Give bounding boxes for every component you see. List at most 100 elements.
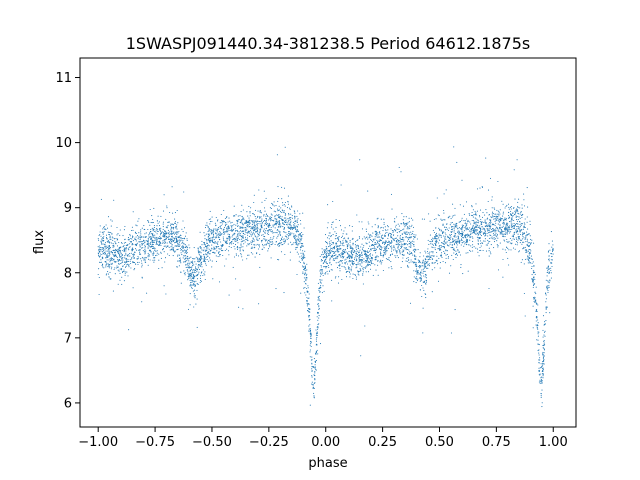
data-point: [356, 266, 358, 268]
data-point: [207, 244, 209, 246]
data-point: [241, 240, 243, 242]
data-point: [223, 209, 225, 212]
data-point: [225, 241, 227, 243]
data-point: [438, 235, 440, 237]
data-point: [322, 274, 324, 277]
data-point: [313, 396, 315, 398]
data-point: [135, 245, 138, 247]
data-point: [174, 250, 176, 252]
data-point: [119, 229, 121, 231]
data-point: [187, 270, 189, 272]
data-point: [194, 281, 196, 283]
data-point: [536, 327, 538, 329]
data-point: [194, 269, 196, 271]
data-point: [257, 231, 259, 233]
data-point: [375, 243, 377, 245]
data-point: [538, 367, 540, 369]
data-point: [340, 248, 342, 250]
data-point: [237, 255, 240, 257]
data-point: [319, 287, 321, 289]
data-point: [254, 256, 256, 258]
data-point: [128, 266, 130, 268]
data-point: [446, 228, 448, 230]
data-point: [434, 242, 436, 245]
data-point: [358, 274, 360, 276]
data-point: [311, 375, 313, 377]
data-point: [147, 246, 149, 248]
data-point: [243, 218, 245, 220]
data-point: [300, 257, 303, 259]
data-point: [519, 221, 521, 223]
data-point: [173, 250, 175, 252]
data-point: [328, 253, 330, 256]
data-point: [153, 251, 155, 253]
data-point: [166, 205, 168, 207]
data-point: [162, 235, 164, 237]
data-point: [332, 200, 334, 203]
data-point: [187, 263, 189, 265]
data-point: [436, 197, 438, 199]
data-point: [115, 267, 118, 269]
data-point: [100, 235, 102, 237]
data-point: [297, 210, 299, 212]
data-point: [366, 259, 368, 261]
data-point: [121, 254, 123, 256]
data-point: [189, 283, 191, 285]
data-point: [162, 242, 164, 244]
data-point: [458, 238, 460, 240]
data-point: [265, 218, 267, 220]
data-point: [485, 250, 488, 252]
data-point: [413, 238, 415, 240]
data-point: [189, 262, 191, 264]
data-point: [458, 230, 460, 232]
data-point: [303, 269, 305, 271]
data-point: [259, 231, 261, 233]
data-point: [250, 235, 252, 237]
data-point: [547, 267, 549, 269]
data-point: [196, 298, 198, 300]
data-point: [294, 221, 296, 223]
data-point: [162, 223, 164, 225]
data-point: [383, 250, 385, 252]
data-point: [342, 250, 344, 252]
data-point: [115, 237, 117, 240]
data-point: [123, 244, 125, 246]
data-point: [254, 220, 256, 222]
data-point: [409, 234, 411, 236]
data-point: [493, 241, 496, 243]
data-point: [150, 228, 152, 231]
data-point: [524, 223, 526, 225]
data-point: [267, 215, 269, 217]
data-point: [360, 254, 362, 256]
data-point: [355, 256, 357, 258]
data-point: [361, 265, 363, 267]
data-point: [541, 380, 543, 382]
data-point: [105, 247, 107, 249]
data-point: [178, 254, 181, 256]
data-point: [249, 225, 251, 227]
data-point: [124, 263, 126, 266]
data-point: [181, 246, 183, 248]
data-point: [369, 268, 372, 270]
data-point: [240, 254, 242, 256]
data-point: [457, 240, 459, 242]
data-point: [239, 247, 242, 249]
data-point: [273, 232, 275, 234]
data-point: [442, 245, 444, 248]
data-point: [329, 254, 331, 257]
data-point: [451, 240, 454, 242]
data-point: [314, 378, 316, 380]
data-point: [170, 246, 172, 248]
data-point: [346, 244, 348, 246]
data-point: [118, 258, 121, 260]
data-point: [112, 259, 114, 261]
data-point: [373, 246, 376, 248]
data-point: [114, 260, 116, 263]
data-point: [520, 261, 522, 263]
data-point: [443, 231, 445, 233]
data-point: [473, 246, 475, 248]
data-point: [341, 265, 343, 267]
data-point: [320, 264, 322, 267]
data-point: [353, 258, 356, 260]
